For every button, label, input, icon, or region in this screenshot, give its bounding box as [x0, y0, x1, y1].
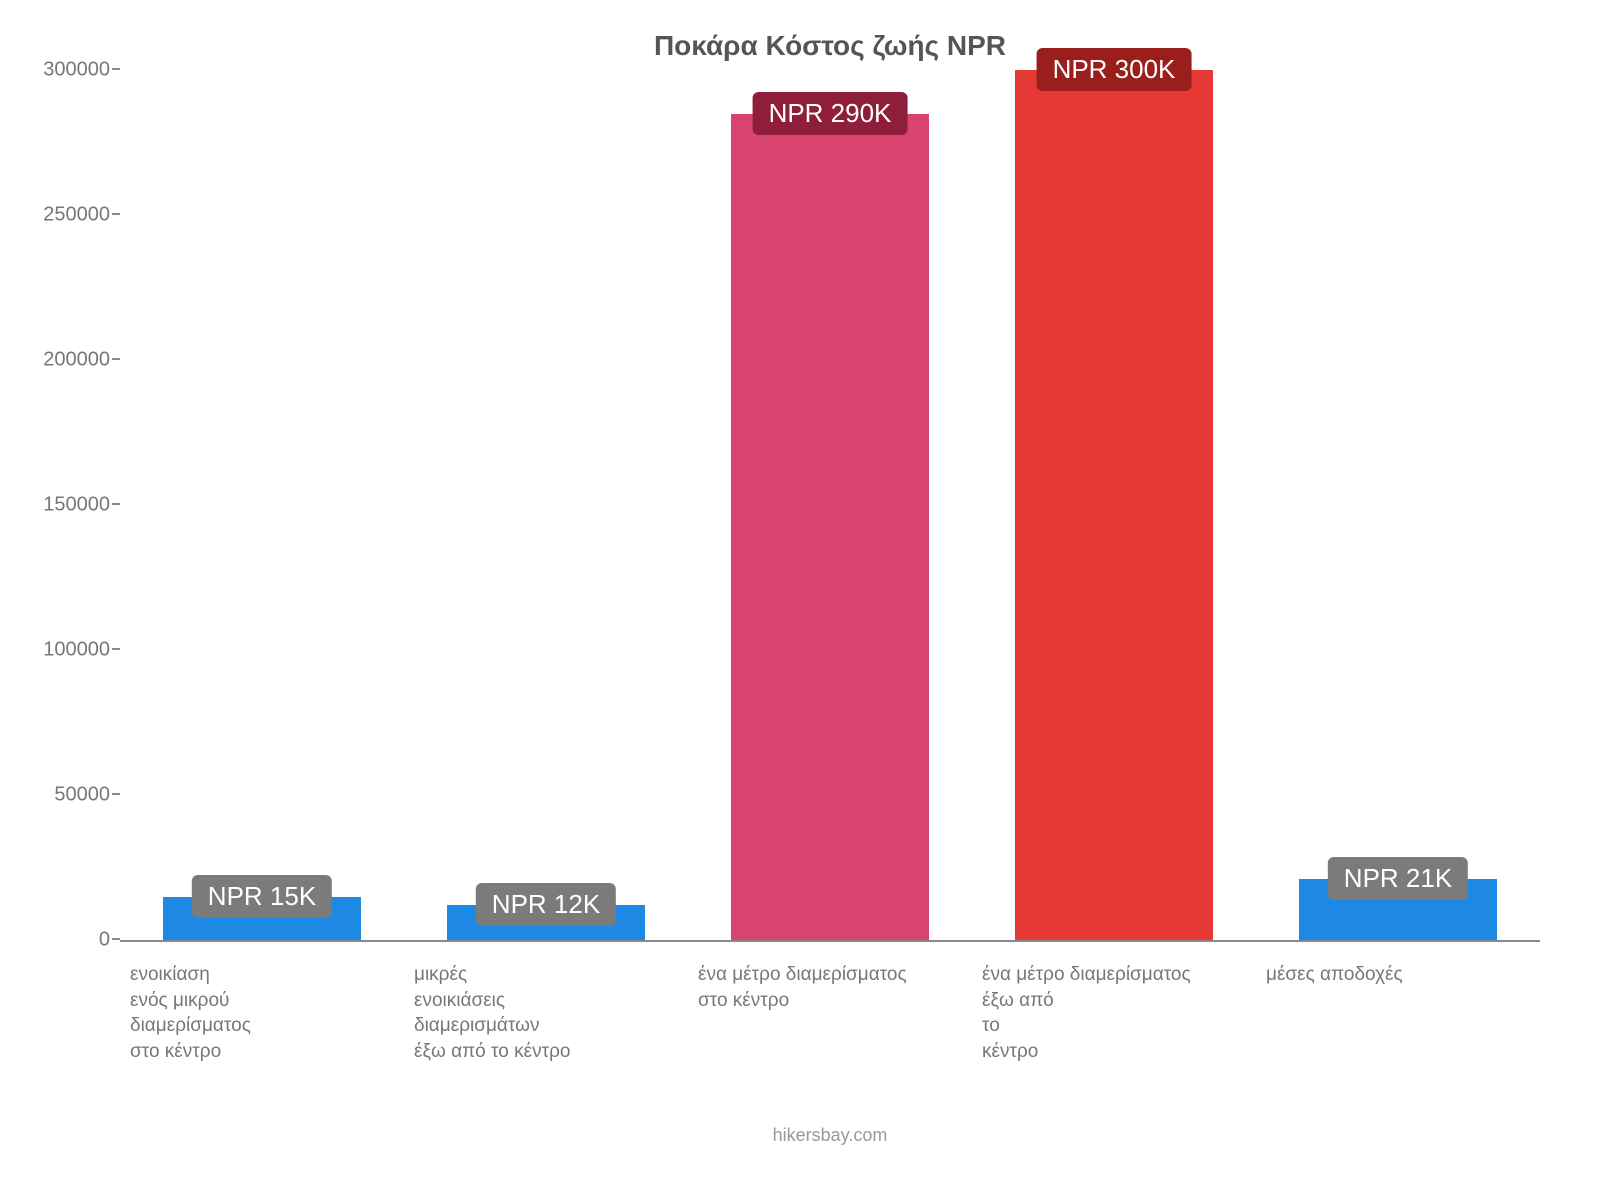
x-axis-label: ένα μέτρο διαμερίσματοςέξω απότοκέντρο [972, 962, 1256, 1065]
y-tick-mark [112, 68, 120, 70]
bar: NPR 300K [1015, 70, 1214, 940]
y-tick-label: 200000 [30, 349, 110, 372]
y-tick-mark [112, 648, 120, 650]
bar: NPR 21K [1299, 879, 1498, 940]
plot-area: NPR 15KNPR 12KNPR 290KNPR 300KNPR 21K 05… [120, 72, 1540, 942]
bar-slot: NPR 15K [120, 72, 404, 940]
y-tick-label: 300000 [30, 59, 110, 82]
bar-slot: NPR 21K [1256, 72, 1540, 940]
y-tick-mark [112, 358, 120, 360]
bar: NPR 12K [447, 905, 646, 940]
chart-container: Ποκάρα Κόστος ζωής NPR NPR 15KNPR 12KNPR… [0, 0, 1600, 1200]
bar-value-label: NPR 15K [192, 875, 332, 918]
y-tick-label: 150000 [30, 494, 110, 517]
y-tick-mark [112, 793, 120, 795]
bar: NPR 290K [731, 114, 930, 941]
chart-title: Ποκάρα Κόστος ζωής NPR [120, 30, 1540, 62]
x-axis-labels: ενοικίασηενός μικρούδιαμερίσματοςστο κέν… [120, 962, 1540, 1065]
bars-row: NPR 15K NPR 12K NPR 290K NPR 300K NPR 21K [120, 72, 1540, 940]
y-tick-label: 50000 [30, 784, 110, 807]
y-tick-mark [112, 503, 120, 505]
x-axis-label: ενοικίασηενός μικρούδιαμερίσματοςστο κέν… [120, 962, 404, 1065]
x-axis-label: μέσες αποδοχές [1256, 962, 1540, 1065]
bar-slot: NPR 290K [688, 72, 972, 940]
chart-footer: hikersbay.com [120, 1125, 1540, 1146]
x-axis-label: μικρέςενοικιάσειςδιαμερισμάτωνέξω από το… [404, 962, 688, 1065]
bar-slot: NPR 12K [404, 72, 688, 940]
bar-value-label: NPR 21K [1328, 857, 1468, 900]
x-axis-label: ένα μέτρο διαμερίσματοςστο κέντρο [688, 962, 972, 1065]
bar-value-label: NPR 300K [1037, 48, 1192, 91]
y-tick-mark [112, 213, 120, 215]
y-tick-label: 0 [30, 929, 110, 952]
bar-value-label: NPR 290K [753, 92, 908, 135]
y-tick-label: 250000 [30, 204, 110, 227]
bar: NPR 15K [163, 897, 362, 941]
bar-value-label: NPR 12K [476, 883, 616, 926]
bar-slot: NPR 300K [972, 72, 1256, 940]
y-tick-label: 100000 [30, 639, 110, 662]
y-tick-mark [112, 938, 120, 940]
